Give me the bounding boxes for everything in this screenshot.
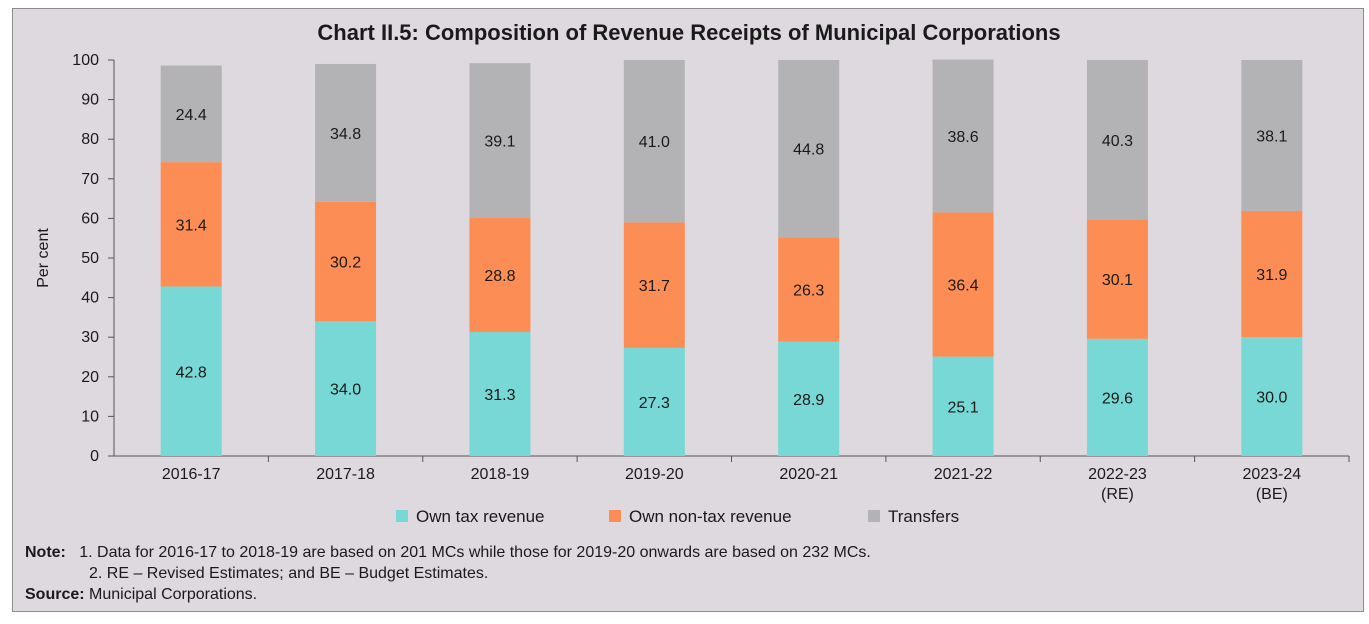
- source-label: Source:: [25, 586, 85, 603]
- bar-segment: [932, 59, 994, 213]
- x-tick-label: (BE): [1256, 486, 1288, 503]
- y-tick-label: 30: [81, 329, 99, 346]
- data-label: 31.7: [639, 278, 670, 295]
- legend-label: Own non-tax revenue: [629, 507, 792, 526]
- bar-segment: [1241, 337, 1303, 456]
- data-label: 40.3: [1102, 133, 1133, 150]
- data-label: 36.4: [947, 278, 978, 295]
- note-row-2: 2. RE – Revised Estimates; and BE – Budg…: [25, 563, 871, 584]
- y-tick-label: 70: [81, 171, 99, 188]
- data-label: 26.3: [793, 282, 824, 299]
- data-label: 42.8: [176, 364, 207, 381]
- data-label: 29.6: [1102, 390, 1133, 407]
- source-row: Source: Municipal Corporations.: [25, 584, 871, 605]
- data-label: 30.1: [1102, 272, 1133, 289]
- bar-segment: [469, 218, 531, 333]
- note-2: 2. RE – Revised Estimates; and BE – Budg…: [89, 565, 489, 582]
- x-tick-label: (RE): [1101, 486, 1134, 503]
- legend-label: Transfers: [888, 507, 959, 526]
- chart-title: Chart II.5: Composition of Revenue Recei…: [317, 20, 1061, 45]
- bar-segment: [623, 60, 685, 223]
- data-label: 41.0: [639, 134, 670, 151]
- bar-segment: [778, 237, 840, 342]
- x-tick-label: 2020-21: [779, 466, 838, 483]
- y-tick-label: 20: [81, 369, 99, 386]
- bar-segment: [160, 162, 222, 287]
- data-label: 31.3: [484, 387, 515, 404]
- note-1: 1. Data for 2016-17 to 2018-19 are based…: [79, 544, 871, 561]
- note-label: Note:: [25, 544, 66, 561]
- x-tick-label: 2023-24: [1242, 466, 1301, 483]
- bar-segment: [315, 321, 377, 456]
- bar-segment: [160, 65, 222, 163]
- notes-section: Note: 1. Data for 2016-17 to 2018-19 are…: [25, 542, 871, 605]
- x-tick-label: 2017-18: [316, 466, 375, 483]
- legend-swatch: [868, 510, 880, 522]
- data-label: 30.0: [1256, 390, 1287, 407]
- data-label: 28.8: [484, 268, 515, 285]
- y-tick-label: 0: [90, 448, 99, 465]
- note-row-1: Note: 1. Data for 2016-17 to 2018-19 are…: [25, 542, 871, 563]
- bar-segment: [1241, 210, 1303, 338]
- x-tick-label: 2018-19: [471, 466, 530, 483]
- stacked-bar-chart: 0 10 20 30 40 50 60 70 80 90 100 Per cent 42.8 31.4 24…: [35, 52, 1350, 526]
- data-label: 31.9: [1256, 267, 1287, 284]
- legend-swatch: [396, 510, 408, 522]
- bar-segment: [1086, 338, 1148, 456]
- y-tick-label: 40: [81, 290, 99, 307]
- data-label: 28.9: [793, 392, 824, 409]
- data-label: 38.1: [1256, 128, 1287, 145]
- bar-segment: [1086, 219, 1148, 339]
- legend-swatch: [609, 510, 621, 522]
- bar-segment: [932, 212, 994, 357]
- data-label: 27.3: [639, 395, 670, 412]
- data-label: 34.8: [330, 126, 361, 143]
- bar-segment: [1086, 60, 1148, 220]
- x-tick-label: 2022-23: [1088, 466, 1147, 483]
- bar-segment: [623, 347, 685, 456]
- legend-label: Own tax revenue: [416, 507, 545, 526]
- y-tick-label: 50: [81, 250, 99, 267]
- bar-segment: [315, 201, 377, 322]
- bar-segment: [315, 63, 377, 202]
- x-tick-label: 2019-20: [625, 466, 684, 483]
- data-label: 44.8: [793, 142, 824, 159]
- x-tick-label: 2016-17: [162, 466, 221, 483]
- data-label: 25.1: [947, 399, 978, 416]
- data-label: 30.2: [330, 255, 361, 272]
- y-tick-label: 10: [81, 408, 99, 425]
- y-axis-label: Per cent: [35, 228, 52, 288]
- bar-segment: [469, 63, 531, 219]
- data-label: 24.4: [176, 107, 207, 124]
- data-label: 38.6: [947, 129, 978, 146]
- bar-segment: [778, 341, 840, 456]
- y-tick-label: 90: [81, 92, 99, 109]
- source-text: Municipal Corporations.: [89, 586, 258, 603]
- bar-segment: [623, 222, 685, 348]
- data-label: 31.4: [176, 217, 207, 234]
- bar-segment: [778, 60, 840, 238]
- y-tick-label: 60: [81, 210, 99, 227]
- chart-frame: Chart II.5: Composition of Revenue Recei…: [12, 8, 1364, 612]
- x-tick-label: 2021-22: [934, 466, 993, 483]
- bar-segment: [1241, 60, 1303, 211]
- bar-segment: [469, 332, 531, 456]
- data-label: 39.1: [484, 134, 515, 151]
- bar-segment: [160, 286, 222, 456]
- y-tick-label: 80: [81, 131, 99, 148]
- data-label: 34.0: [330, 382, 361, 399]
- y-tick-label: 100: [72, 52, 99, 69]
- bar-segment: [932, 356, 994, 456]
